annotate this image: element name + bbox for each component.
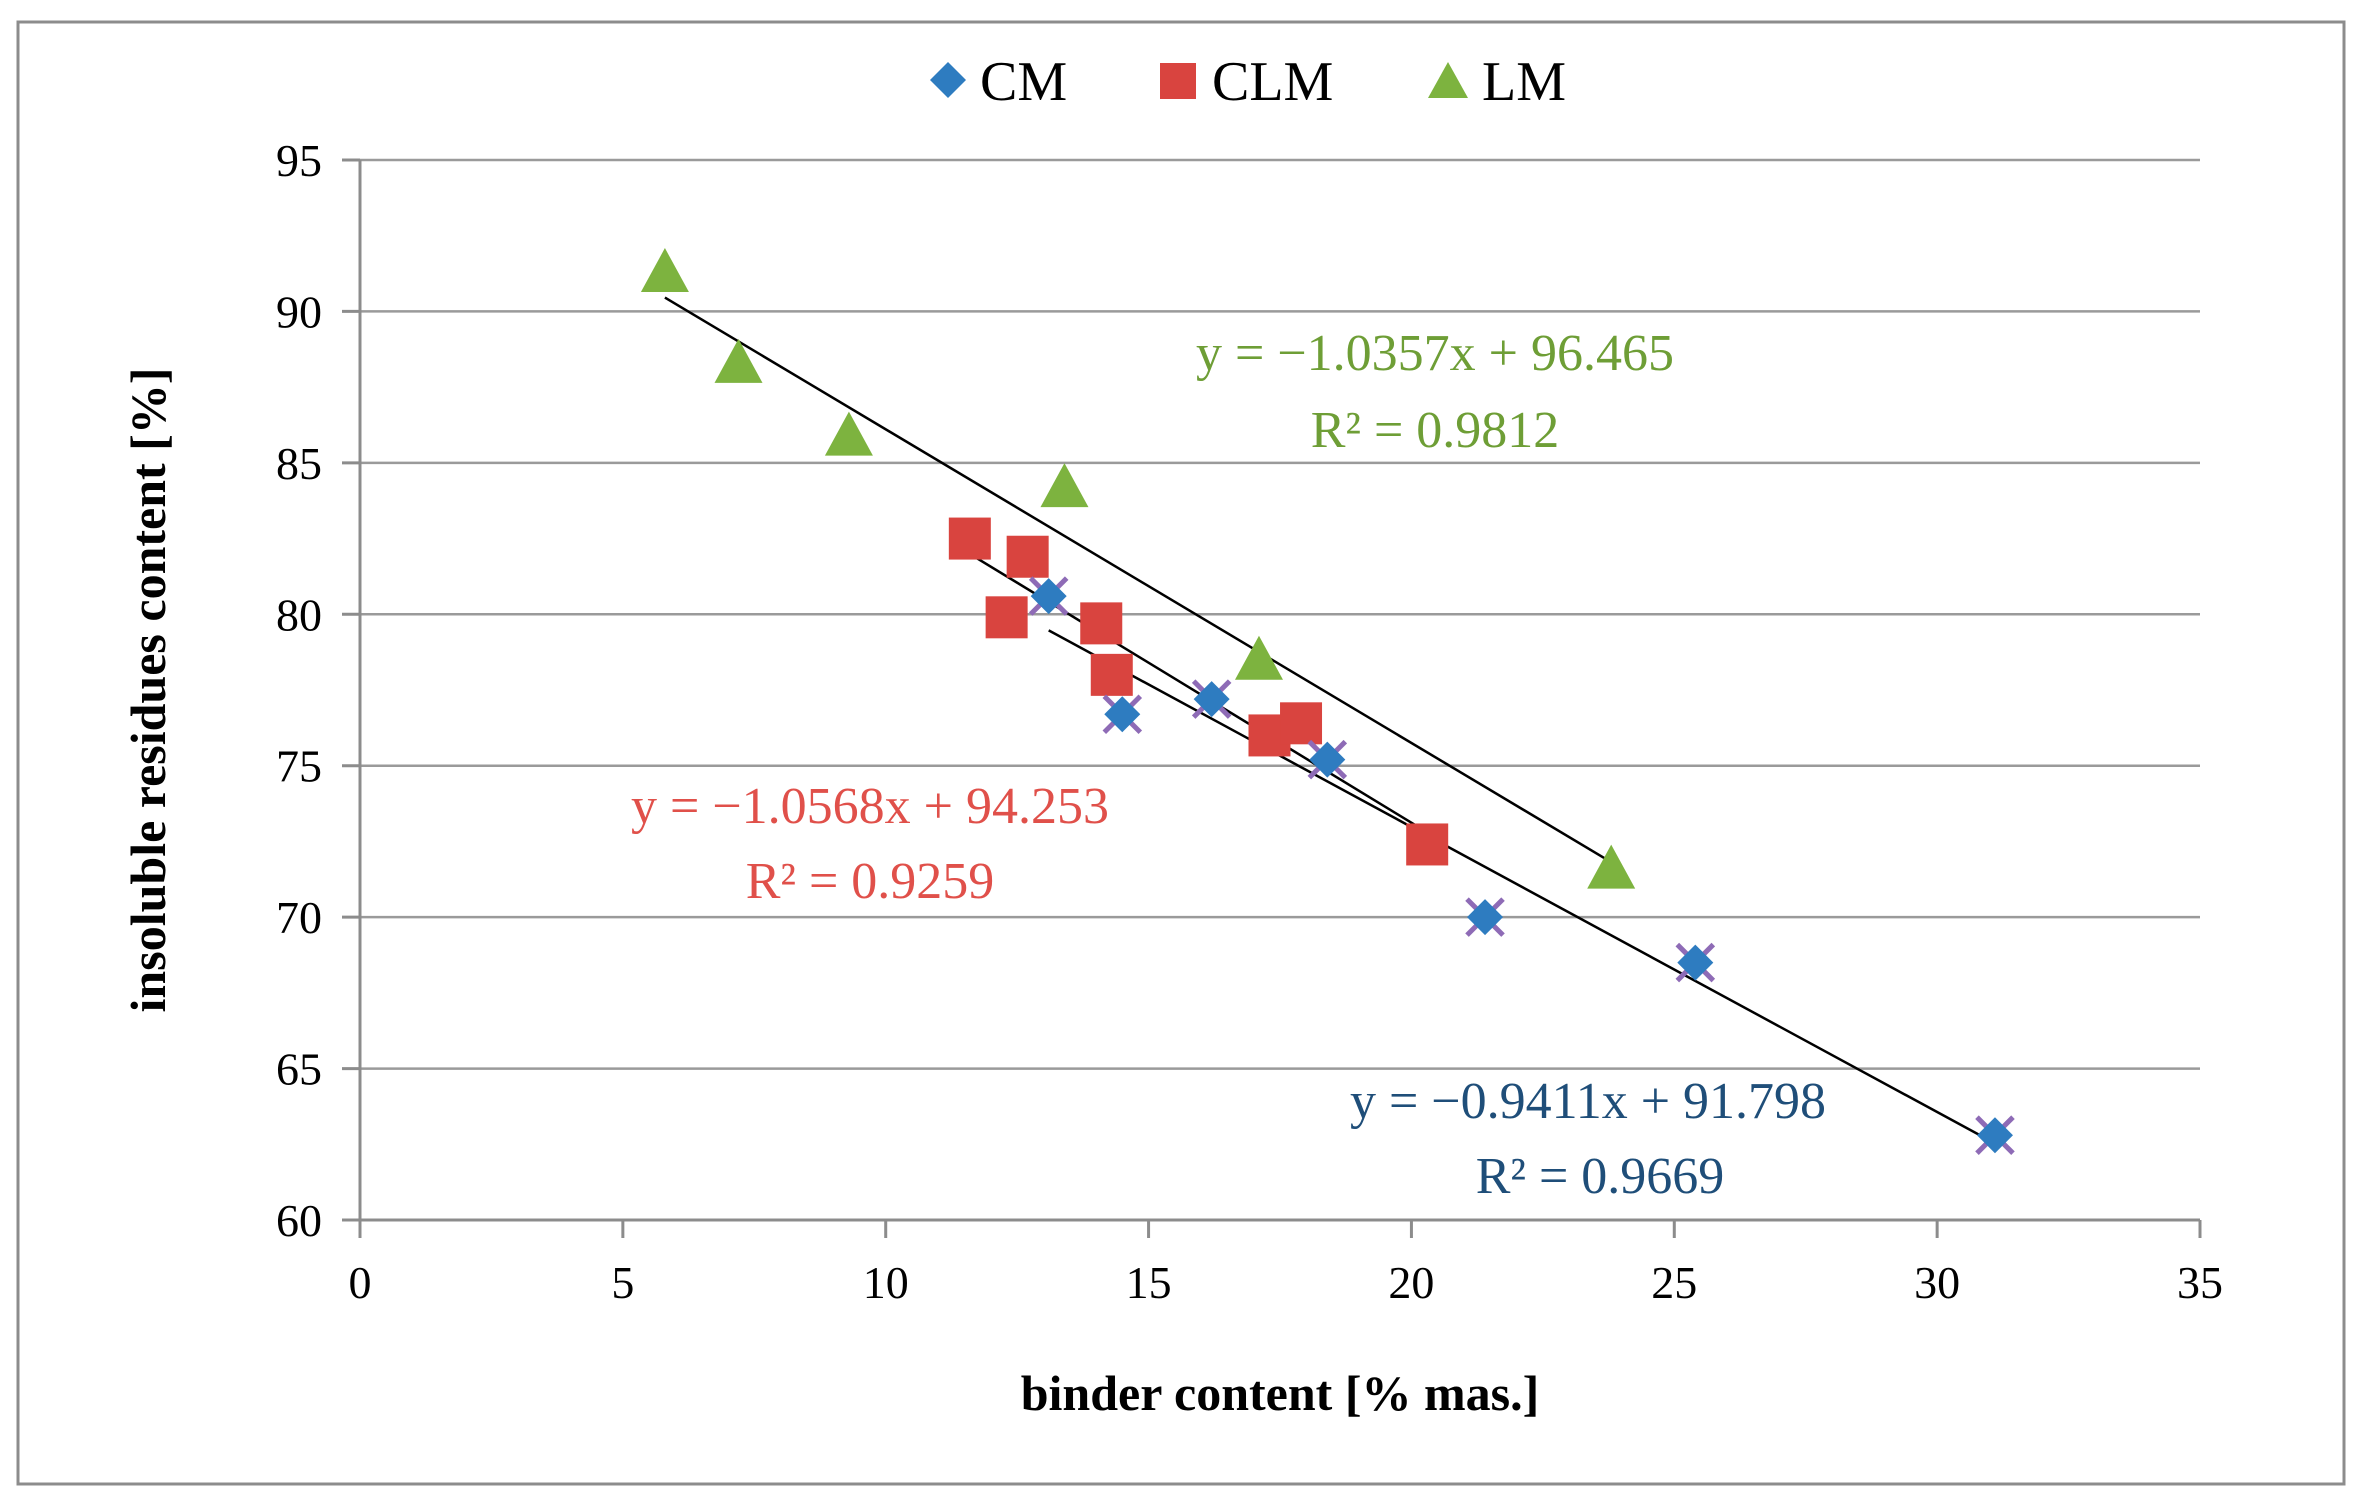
- x-tick-label: 5: [611, 1257, 634, 1308]
- data-point-cm: [1675, 942, 1716, 983]
- data-point-cm: [1028, 576, 1069, 616]
- x-tick-label: 30: [1914, 1257, 1960, 1308]
- x-axis-title: binder content [% mas.]: [1021, 1365, 1540, 1421]
- data-point-clm: [1080, 602, 1123, 645]
- x-tick-label: 15: [1126, 1257, 1172, 1308]
- data-point-cm: [1102, 694, 1143, 734]
- data-point-clm: [985, 596, 1028, 639]
- legend-label-clm: CLM: [1212, 51, 1333, 113]
- data-point-clm: [1090, 653, 1133, 696]
- legend-marker-diamond: [930, 62, 966, 98]
- y-tick-label: 95: [276, 135, 322, 186]
- legend-label-cm: CM: [980, 51, 1067, 113]
- legend-item-lm: LM: [1428, 51, 1566, 113]
- x-tick-labels: 0 5 10 15 20 25 30 35: [349, 1257, 2224, 1308]
- data-point-lm: [1040, 463, 1089, 508]
- data-point-clm: [948, 517, 991, 560]
- y-tick-label: 80: [276, 589, 322, 640]
- data-point-lm: [824, 411, 873, 456]
- x-tick-label: 10: [863, 1257, 909, 1308]
- data-point-diamond: [1193, 681, 1230, 718]
- clm-equation: y = −1.0568x + 94.253: [631, 778, 1109, 835]
- data-points: [640, 248, 2015, 1155]
- clm-r-squared: R² = 0.9259: [746, 853, 995, 910]
- data-point-diamond: [1976, 1117, 2013, 1154]
- data-point-diamond: [1104, 696, 1141, 733]
- y-axis-title: insoluble residues content [%]: [120, 368, 176, 1013]
- cm-r-squared: R² = 0.9669: [1476, 1148, 1725, 1205]
- data-point-lm: [640, 248, 689, 293]
- lm-equation: y = −1.0357x + 96.465: [1196, 325, 1674, 382]
- data-point-diamond: [1467, 899, 1504, 936]
- trendline-cm: [1048, 629, 1996, 1145]
- y-tick-label: 60: [276, 1195, 322, 1246]
- data-point-clm: [1406, 823, 1449, 866]
- legend-label-lm: LM: [1482, 51, 1566, 113]
- data-point-clm: [1006, 535, 1049, 578]
- data-point-lm: [1234, 635, 1283, 680]
- axes: [358, 160, 2200, 1222]
- cm-equation: y = −0.9411x + 91.798: [1350, 1073, 1826, 1130]
- y-tick-label: 70: [276, 892, 322, 943]
- x-tick-label: 20: [1388, 1257, 1434, 1308]
- data-point-diamond: [1030, 578, 1067, 615]
- y-tick-label: 85: [276, 438, 322, 489]
- data-point-cm: [1975, 1115, 2015, 1155]
- clm-equation-label: y = −1.0568x + 94.253 R² = 0.9259: [631, 778, 1109, 910]
- data-point-clm: [1280, 702, 1323, 745]
- legend-item-cm: CM: [930, 51, 1067, 113]
- grid-lines: [342, 158, 2202, 1238]
- legend-marker-triangle: [1428, 62, 1468, 98]
- data-point-lm: [714, 338, 763, 383]
- legend-marker-square: [1160, 63, 1196, 99]
- y-tick-labels: 60 65 70 75 80 85 90 95: [276, 135, 322, 1246]
- data-point-cm: [1465, 897, 1505, 937]
- y-tick-label: 75: [276, 741, 322, 792]
- legend-item-clm: CLM: [1160, 51, 1333, 113]
- data-point-diamond: [1309, 741, 1346, 778]
- trendline-lm: [664, 296, 1612, 864]
- chart-frame: [16, 20, 2346, 1486]
- lm-r-squared: R² = 0.9812: [1311, 402, 1560, 459]
- y-tick-label: 65: [276, 1044, 322, 1095]
- data-point-lm: [1587, 844, 1636, 889]
- cm-equation-label: y = −0.9411x + 91.798 R² = 0.9669: [1350, 1073, 1826, 1205]
- y-tick-label: 90: [276, 286, 322, 337]
- data-point-cm: [1307, 739, 1348, 780]
- x-tick-label: 25: [1651, 1257, 1697, 1308]
- data-point-diamond: [1677, 944, 1714, 981]
- legend: CM CLM LM: [930, 51, 1566, 113]
- lm-equation-label: y = −1.0357x + 96.465 R² = 0.9812: [1196, 325, 1674, 459]
- data-point-cm: [1191, 679, 1232, 719]
- x-tick-label: 0: [349, 1257, 372, 1308]
- x-tick-label: 35: [2177, 1257, 2223, 1308]
